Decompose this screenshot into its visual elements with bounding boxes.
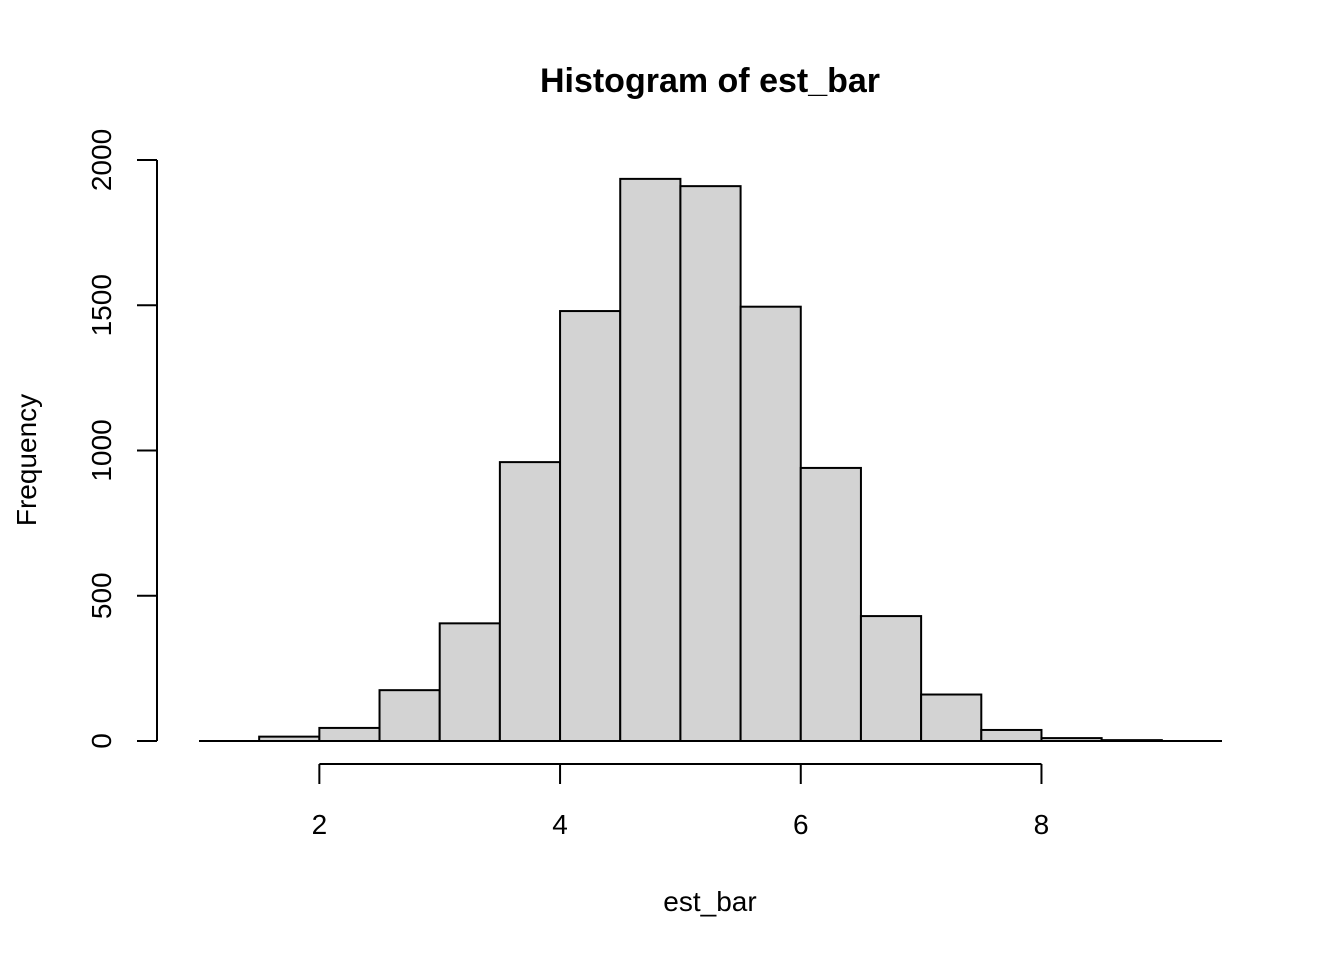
histogram-bar — [980, 728, 1043, 742]
histogram-bar — [619, 177, 682, 742]
y-tick-label: 1500 — [86, 274, 117, 336]
x-axis-label: est_bar — [663, 886, 756, 917]
histogram-bar — [559, 310, 622, 742]
chart-title: Histogram of est_bar — [540, 62, 880, 100]
bars-group — [199, 177, 1222, 743]
histogram-bar — [438, 622, 501, 742]
y-axis: 0 500 1000 1500 2000 — [86, 129, 158, 749]
y-tick-label: 1000 — [86, 419, 117, 481]
y-tick-label: 500 — [86, 572, 117, 619]
x-tick-label: 2 — [312, 809, 328, 840]
x-tick-label: 4 — [552, 809, 568, 840]
histogram-bar — [498, 461, 562, 742]
x-axis: 2 4 6 8 — [312, 763, 1050, 840]
histogram-bar — [739, 305, 802, 742]
histogram-bar — [378, 689, 441, 742]
histogram-bar — [799, 466, 862, 742]
y-tick-label: 2000 — [86, 129, 117, 191]
histogram-bar — [920, 693, 983, 743]
y-axis-label: Frequency — [11, 394, 42, 526]
histogram-bar — [859, 615, 923, 743]
histogram-bar — [318, 726, 381, 742]
x-tick-label: 8 — [1034, 809, 1050, 840]
y-tick-label: 0 — [86, 733, 117, 749]
x-tick-label: 6 — [793, 809, 809, 840]
histogram-bar — [679, 185, 742, 742]
